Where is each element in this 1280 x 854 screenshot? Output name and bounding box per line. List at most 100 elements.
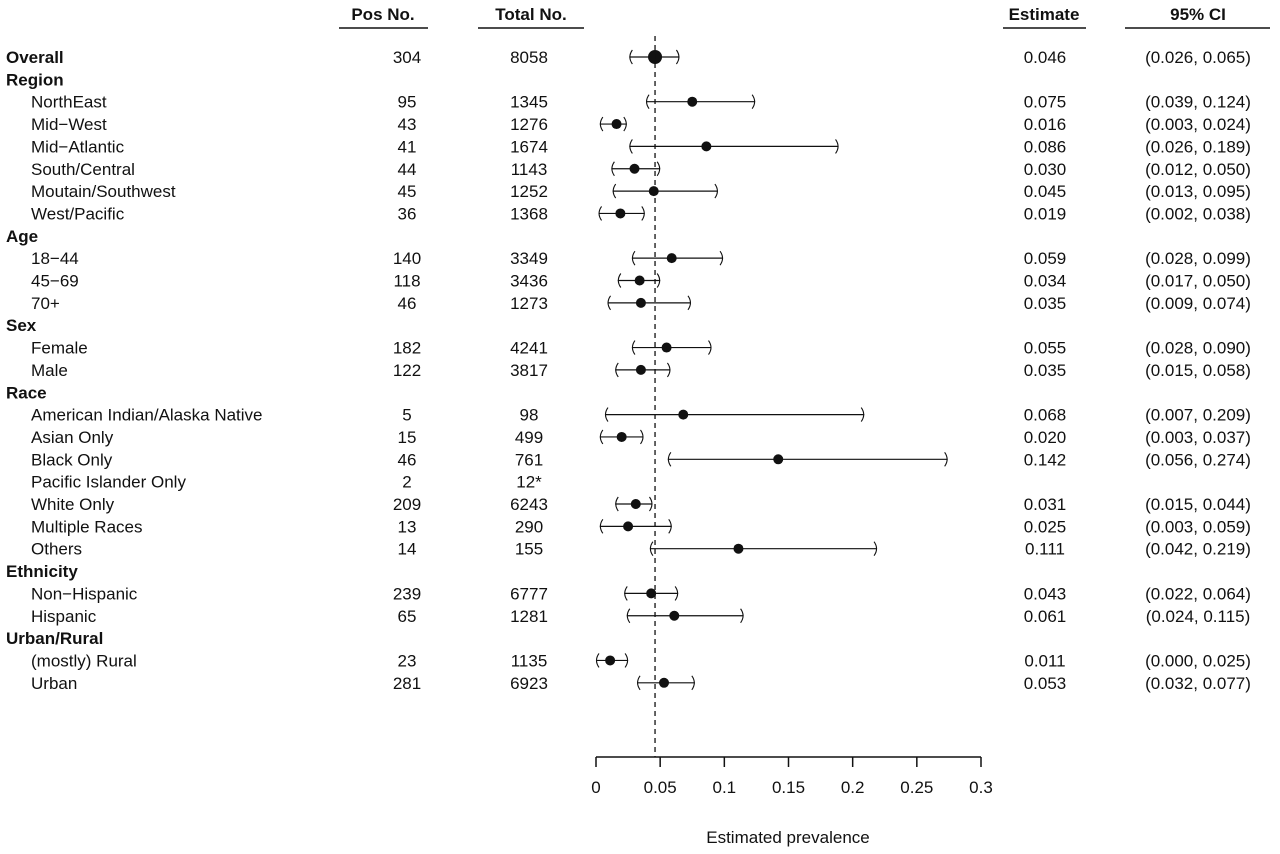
- pos-count: 140: [393, 249, 421, 268]
- pos-count: 45: [398, 182, 417, 201]
- estimate-point: [616, 431, 627, 442]
- estimate-value: 0.031: [1024, 495, 1067, 514]
- estimate-value: 0.111: [1025, 540, 1065, 559]
- ci-value: (0.003, 0.037): [1145, 428, 1251, 447]
- estimate-value: 0.061: [1024, 607, 1067, 626]
- data-row: White Only 209 6243 0.031 (0.015, 0.044): [31, 495, 1251, 514]
- ci-upper-bracket: [666, 362, 671, 378]
- ci-value: (0.002, 0.038): [1145, 204, 1251, 223]
- ci-upper-bracket: [719, 250, 724, 266]
- group-row: Age: [6, 227, 38, 246]
- ci-value: (0.042, 0.219): [1145, 540, 1251, 559]
- total-count: 1368: [510, 204, 548, 223]
- pos-count: 36: [398, 204, 417, 223]
- estimate-value: 0.034: [1024, 272, 1067, 291]
- estimate-point: [659, 677, 670, 688]
- row-label: Pacific Islander Only: [31, 473, 186, 492]
- data-row: Multiple Races 13 290 0.025 (0.003, 0.059): [31, 517, 1251, 536]
- estimate-point: [635, 297, 646, 308]
- column-headers: Pos No. Total No. Estimate 95% CI: [339, 5, 1270, 29]
- ci-value: (0.026, 0.189): [1145, 137, 1251, 156]
- ci-lower-bracket: [615, 362, 619, 378]
- pos-count: 304: [393, 48, 421, 67]
- row-label: South/Central: [31, 160, 135, 179]
- total-count: 499: [515, 428, 543, 447]
- ci-lower-bracket: [631, 250, 636, 266]
- x-tick-label: 0: [591, 778, 600, 797]
- ci-upper-bracket: [668, 519, 672, 534]
- group-row: Sex: [6, 316, 37, 335]
- pos-count: 23: [398, 651, 417, 670]
- estimate-point: [733, 543, 744, 554]
- total-count: 3817: [510, 361, 548, 380]
- data-row: Asian Only 15 499 0.020 (0.003, 0.037): [31, 428, 1251, 447]
- estimate-point: [661, 342, 672, 353]
- pos-count: 46: [398, 294, 417, 313]
- ci-lower-bracket: [595, 653, 600, 668]
- estimate-point: [635, 364, 646, 375]
- ci-lower-bracket: [604, 407, 609, 422]
- estimate-point: [605, 655, 616, 666]
- ci-value: (0.015, 0.058): [1145, 361, 1251, 380]
- estimate-point: [773, 454, 784, 465]
- estimate-value: 0.046: [1024, 48, 1067, 67]
- ci-upper-bracket: [675, 49, 680, 65]
- row-label: White Only: [31, 495, 115, 514]
- data-row: Black Only 46 761 0.142 (0.056, 0.274): [31, 450, 1251, 469]
- estimate-point: [629, 163, 640, 174]
- pos-count: 239: [393, 584, 421, 603]
- ci-value: (0.009, 0.074): [1145, 294, 1251, 313]
- row-label: 18−44: [31, 249, 79, 268]
- estimate-point: [669, 610, 680, 621]
- data-row: Overall 304 8058 0.046 (0.026, 0.065): [6, 48, 1251, 67]
- estimate-value: 0.086: [1024, 137, 1067, 156]
- data-row: Male 122 3817 0.035 (0.015, 0.058): [31, 361, 1251, 380]
- total-count: 1273: [510, 294, 548, 313]
- forest-rows: Overall 304 8058 0.046 (0.026, 0.065) Region N…: [6, 48, 1251, 693]
- ci-upper-bracket: [691, 675, 695, 691]
- row-label: Mid−Atlantic: [31, 137, 125, 156]
- pos-count: 43: [398, 115, 417, 134]
- ci-upper-bracket: [740, 608, 744, 624]
- estimate-point: [687, 96, 698, 107]
- ci-value: (0.015, 0.044): [1145, 495, 1251, 514]
- total-count: 12*: [516, 473, 542, 492]
- estimate-point: [611, 119, 622, 130]
- data-row: NorthEast 95 1345 0.075 (0.039, 0.124): [31, 93, 1251, 112]
- pos-count: 95: [398, 93, 417, 112]
- total-count: 6923: [510, 674, 548, 693]
- ci-lower-bracket: [649, 541, 654, 557]
- ci-lower-bracket: [631, 340, 636, 355]
- ci-value: (0.024, 0.115): [1146, 607, 1251, 626]
- data-row: Hispanic 65 1281 0.061 (0.024, 0.115): [31, 607, 1250, 626]
- ci-lower-bracket: [607, 295, 612, 311]
- total-count: 1674: [510, 137, 548, 156]
- overall-label: Overall: [6, 48, 64, 67]
- group-row: Urban/Rural: [6, 629, 103, 648]
- ci-lower-bracket: [629, 49, 633, 65]
- group-row: Ethnicity: [6, 562, 78, 581]
- total-count: 1345: [510, 93, 548, 112]
- pos-count: 182: [393, 339, 421, 358]
- total-count: 3349: [510, 249, 548, 268]
- data-row: 45−69 118 3436 0.034 (0.017, 0.050): [31, 272, 1251, 291]
- ci-upper-bracket: [656, 161, 661, 177]
- estimate-value: 0.020: [1024, 428, 1067, 447]
- total-count: 1281: [510, 607, 548, 626]
- row-label: Female: [31, 339, 88, 358]
- x-axis: 0 0.05 0.1 0.15 0.2 0.25 0.3 Estimated prevalen…: [591, 36, 993, 847]
- total-count: 8058: [510, 48, 548, 67]
- ci-value: (0.017, 0.050): [1145, 272, 1251, 291]
- estimate-value: 0.043: [1024, 584, 1067, 603]
- row-label: 45−69: [31, 272, 79, 291]
- ci-value: (0.013, 0.095): [1145, 182, 1251, 201]
- data-row: American Indian/Alaska Native 5 98 0.068 (0.…: [31, 406, 1251, 425]
- ci-upper-bracket: [623, 116, 627, 132]
- estimate-point: [701, 141, 712, 152]
- ci-lower-bracket: [611, 161, 615, 177]
- ci-value: (0.026, 0.065): [1145, 48, 1251, 67]
- estimate-point: [630, 499, 641, 509]
- ci-value: (0.007, 0.209): [1145, 406, 1251, 425]
- group-row: Region: [6, 70, 64, 89]
- ci-value: (0.022, 0.064): [1145, 584, 1251, 603]
